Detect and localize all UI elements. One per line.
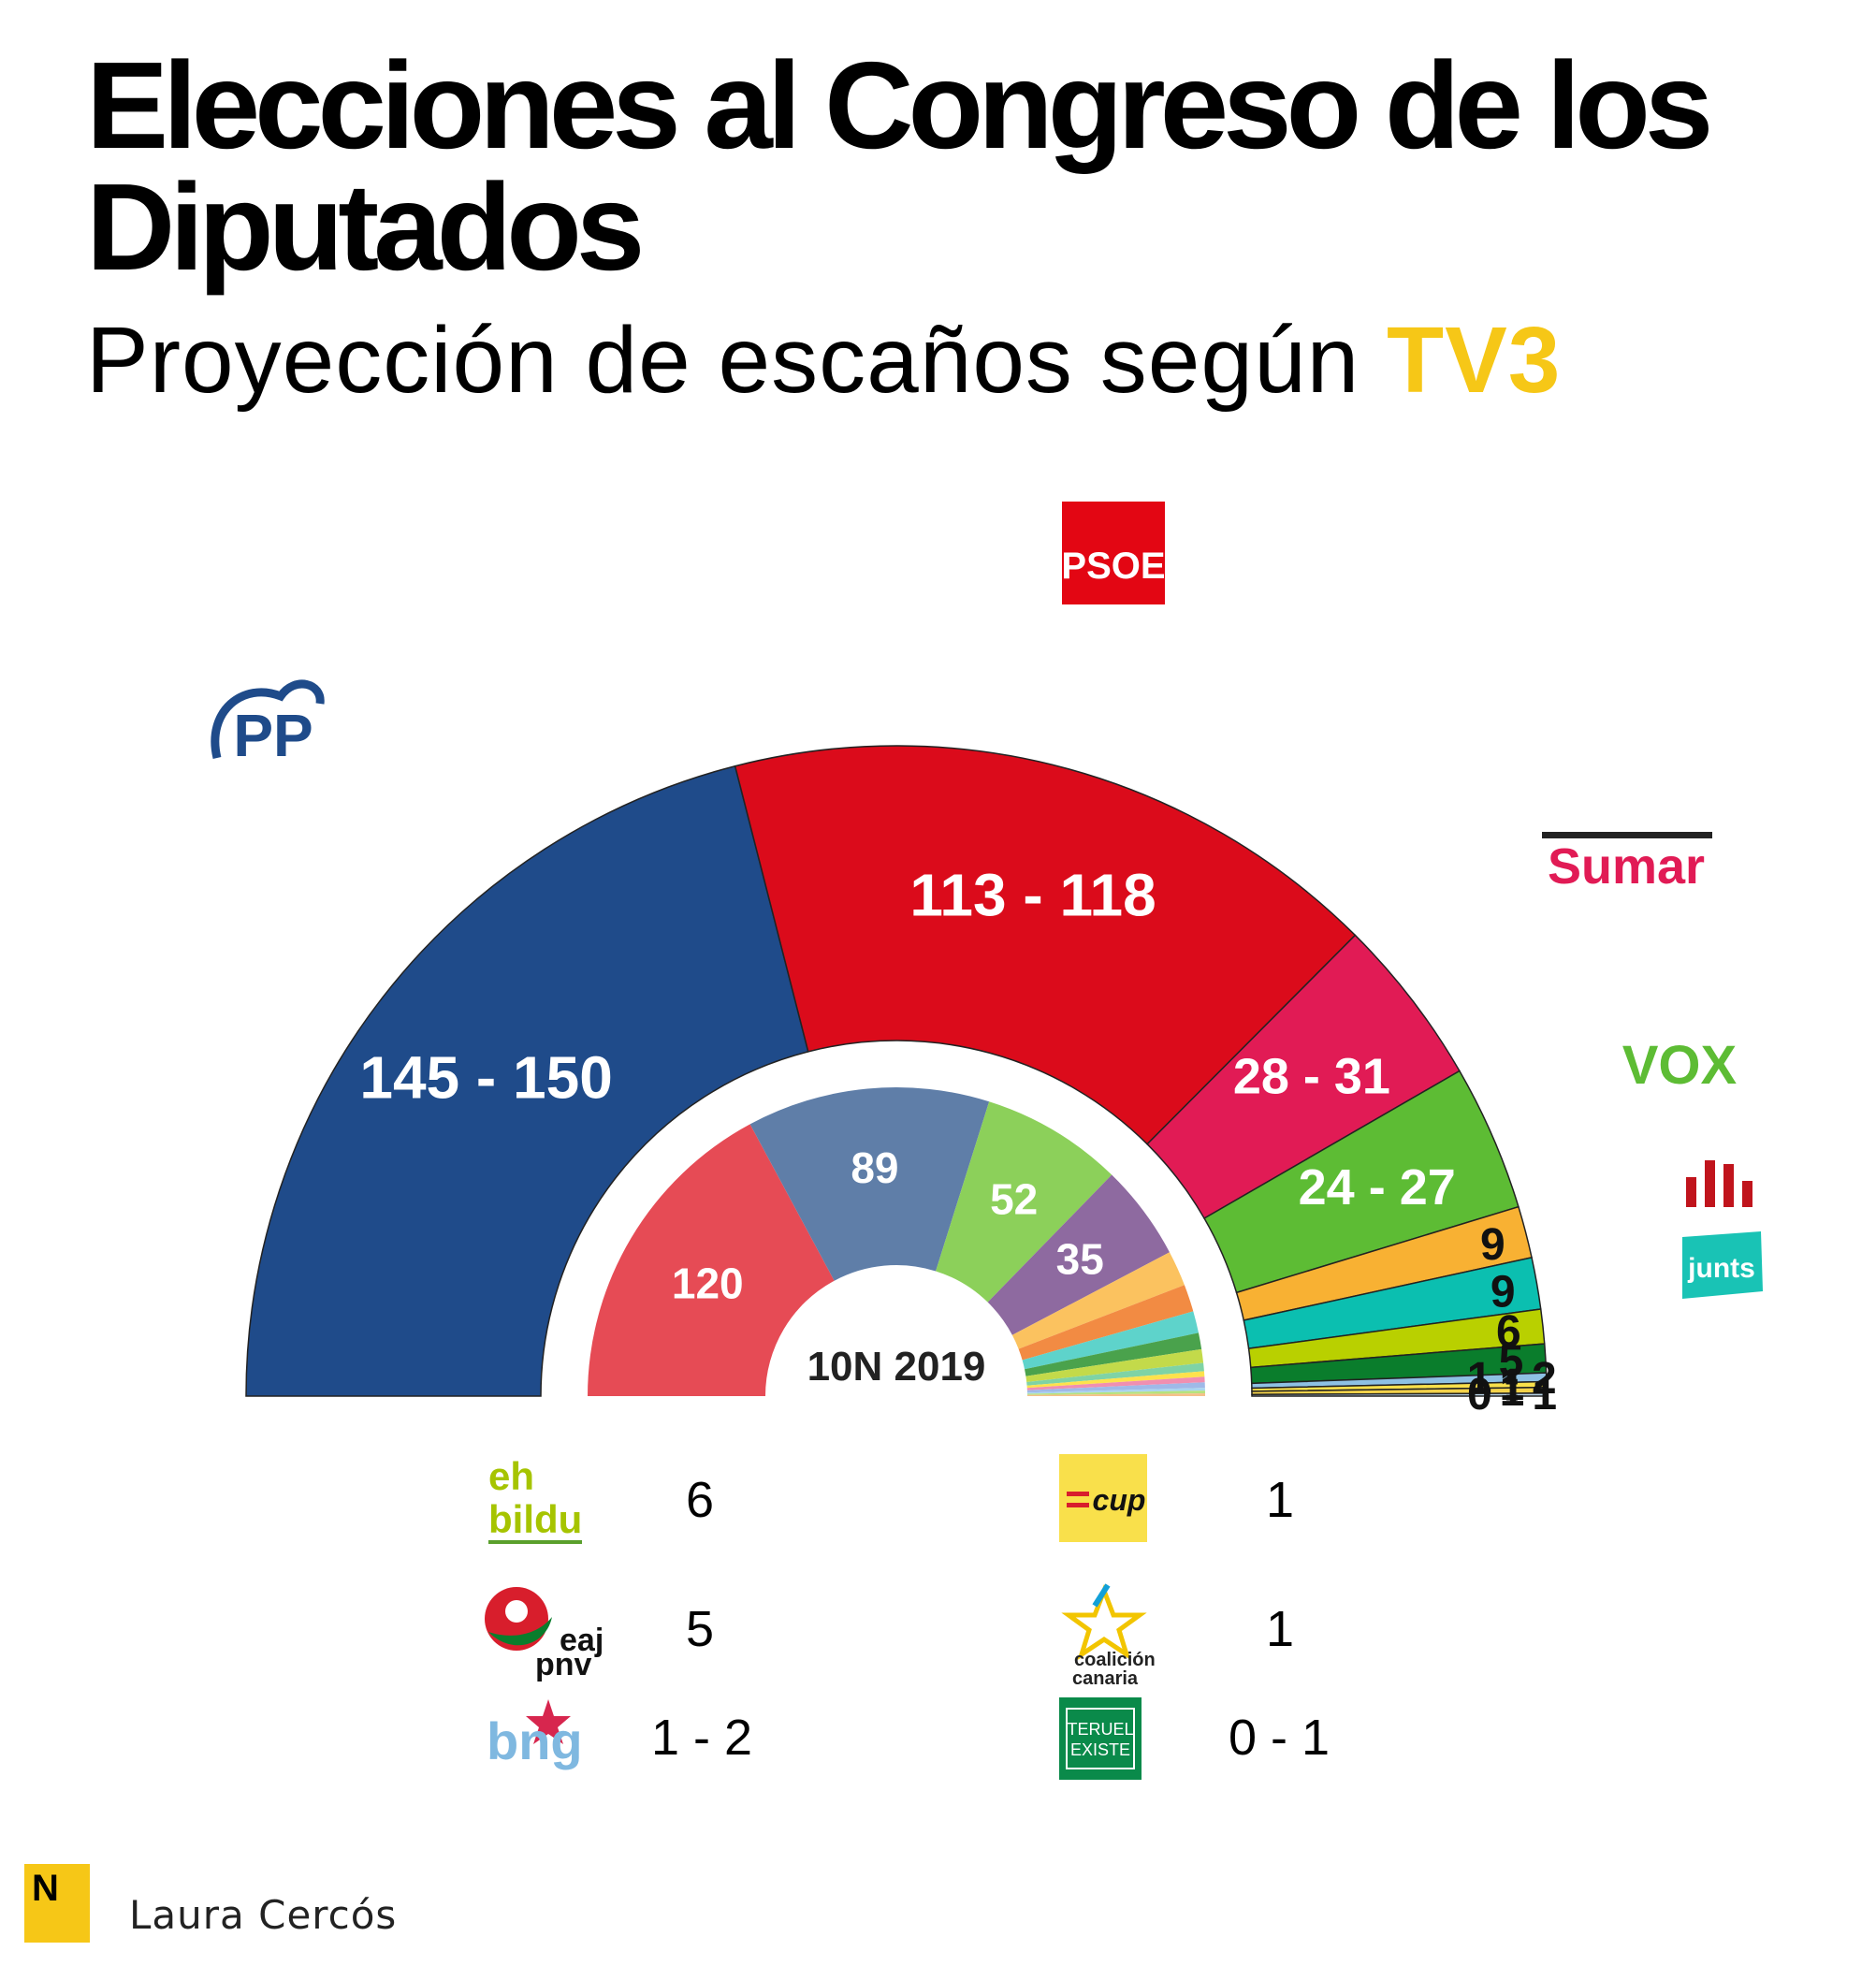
previous-slice-unidas-podemos bbox=[987, 1174, 1170, 1335]
vox-logo: VOX bbox=[1622, 1035, 1738, 1096]
projection-label-eh-bildu: 6 bbox=[1496, 1307, 1521, 1357]
bildu-logo-line2: bildu bbox=[488, 1497, 582, 1541]
legend-value-cc: 1 bbox=[1266, 1601, 1295, 1657]
subtitle-text: Proyección de escaños según bbox=[86, 308, 1360, 413]
previous-slice-psoe bbox=[588, 1124, 835, 1396]
erc-logo bbox=[1686, 1160, 1752, 1207]
projection-label-sumar: 28 - 31 bbox=[1233, 1049, 1390, 1105]
teruel-logo-line2: EXISTE bbox=[1070, 1740, 1130, 1759]
psoe-logo: PSOE bbox=[1061, 502, 1166, 604]
projection-slice-pp bbox=[245, 764, 809, 1397]
bildu-logo: eh bildu bbox=[488, 1454, 582, 1544]
subtitle-source: TV3 bbox=[1386, 308, 1562, 413]
projection-label-vox: 24 - 27 bbox=[1299, 1159, 1456, 1216]
previous-slice-pnv bbox=[1025, 1332, 1202, 1376]
junts-logo: junts bbox=[1682, 1231, 1763, 1299]
projection-slice-psoe bbox=[734, 745, 1357, 1145]
previous-slice-vox bbox=[936, 1101, 1113, 1303]
projection-label-coalici-n-canaria: 1 bbox=[1500, 1366, 1525, 1416]
coalicion-canaria-logo: coalición canaria bbox=[1061, 1583, 1156, 1689]
previous-slice-teruel-existe bbox=[1026, 1393, 1205, 1396]
previous-election-labels: 120 89 52 35 bbox=[672, 1143, 1104, 1307]
previous-label-pp: 89 bbox=[851, 1143, 898, 1192]
previous-slice-pp bbox=[749, 1086, 990, 1281]
psoe-logo-text: PSOE bbox=[1061, 546, 1165, 587]
previous-slice-erc bbox=[1011, 1252, 1185, 1349]
pnv-logo-line2: pnv bbox=[535, 1647, 592, 1682]
previous-slice-jxcat bbox=[1022, 1311, 1199, 1370]
cup-logo: cup bbox=[1059, 1454, 1147, 1542]
projection-label-psoe: 113 - 118 bbox=[909, 862, 1156, 929]
chart-title: Elecciones al Congreso de los Diputados bbox=[86, 36, 1713, 296]
pnv-logo-line1: eaj bbox=[560, 1623, 604, 1658]
cc-logo-line2: canaria bbox=[1072, 1668, 1139, 1689]
chart-subtitle: Proyección de escaños según TV3 bbox=[86, 309, 1561, 412]
projection-arc bbox=[245, 745, 1548, 1397]
previous-slice-prc bbox=[1026, 1390, 1205, 1395]
cup-logo-text: cup bbox=[1093, 1483, 1146, 1517]
previous-slice-cup bbox=[1026, 1371, 1205, 1389]
junts-logo-text: junts bbox=[1687, 1253, 1755, 1284]
projection-slice-teruel-existe bbox=[1251, 1392, 1548, 1397]
previous-slice-m-s-pa-s bbox=[1026, 1362, 1204, 1386]
projection-label-erc: 9 bbox=[1480, 1220, 1505, 1270]
legend-value-bildu: 6 bbox=[686, 1472, 715, 1528]
projection-label-pp: 145 - 150 bbox=[359, 1044, 612, 1112]
pp-logo-text: PP bbox=[233, 702, 313, 769]
previous-label-psoe: 120 bbox=[672, 1259, 744, 1307]
projection-label-cup: 1 bbox=[1500, 1361, 1525, 1410]
projection-label-junts: 9 bbox=[1491, 1267, 1516, 1317]
legend-value-teruel: 0 - 1 bbox=[1229, 1710, 1331, 1766]
pp-logo: PP bbox=[211, 679, 325, 769]
bildu-logo-line1: eh bbox=[488, 1454, 534, 1498]
previous-label-unidas-podemos: 35 bbox=[1056, 1234, 1104, 1283]
previous-label-vox: 52 bbox=[990, 1175, 1038, 1224]
legend-value-cup: 1 bbox=[1266, 1472, 1295, 1528]
sumar-logo: Sumar bbox=[1542, 832, 1712, 895]
previous-slice-eh-bildu bbox=[1025, 1348, 1204, 1382]
inner-center-label: 10N 2019 bbox=[807, 1344, 986, 1390]
brand-letter: N bbox=[32, 1868, 59, 1909]
projection-label-eaj-pnv: 5 bbox=[1499, 1336, 1524, 1386]
teruel-logo-line1: TERUEL bbox=[1067, 1720, 1133, 1739]
projection-label-teruel-existe: 0 - 1 bbox=[1467, 1370, 1557, 1419]
legend-value-pnv: 5 bbox=[686, 1601, 715, 1657]
previous-slice-cc-nc bbox=[1026, 1376, 1205, 1390]
previous-slice-na bbox=[1026, 1382, 1205, 1393]
bng-logo-text: bng bbox=[487, 1711, 583, 1770]
bng-logo: bng bbox=[487, 1699, 583, 1770]
pnv-logo: eaj pnv bbox=[485, 1587, 604, 1682]
projection-label-bng: 1 - 2 bbox=[1467, 1354, 1557, 1404]
previous-slice-cs bbox=[1018, 1285, 1194, 1361]
brand-logo: N bbox=[24, 1864, 90, 1943]
cc-logo-line1: coalición bbox=[1074, 1650, 1156, 1670]
author-credit: Laura Cercós bbox=[129, 1892, 398, 1938]
teruel-existe-logo: TERUEL EXISTE bbox=[1059, 1697, 1142, 1780]
sumar-logo-text: Sumar bbox=[1548, 838, 1705, 895]
previous-slice-bng bbox=[1026, 1388, 1205, 1394]
legend-value-bng: 1 - 2 bbox=[651, 1710, 753, 1766]
previous-election-arc bbox=[588, 1086, 1205, 1396]
